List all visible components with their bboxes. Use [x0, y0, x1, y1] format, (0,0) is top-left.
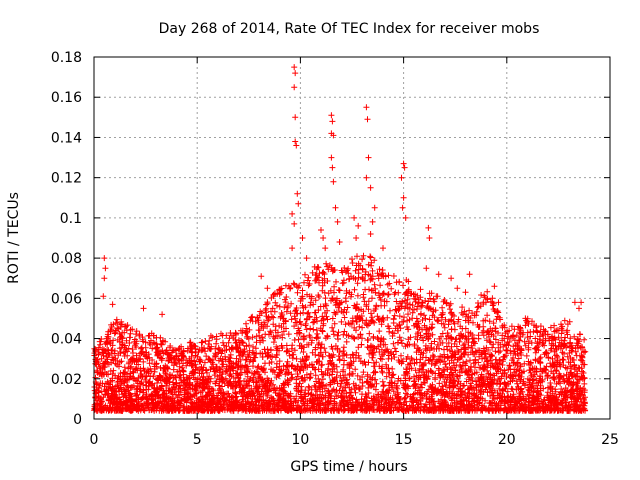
x-tick-label: 25: [601, 432, 619, 448]
x-tick-label: 20: [498, 432, 516, 448]
x-tick-label: 0: [90, 432, 99, 448]
y-tick-label: 0.18: [51, 50, 82, 66]
y-tick-label: 0.08: [51, 251, 82, 267]
grid-layer: [94, 57, 610, 419]
x-axis-label: GPS time / hours: [290, 459, 407, 475]
y-tick-label: 0.1: [60, 211, 82, 227]
y-axis-label: ROTI / TECUs: [6, 192, 22, 284]
y-tick-label: 0.06: [51, 291, 82, 307]
x-tick-label: 15: [395, 432, 413, 448]
y-tick-label: 0.12: [51, 171, 82, 187]
x-tick-label: 5: [193, 432, 202, 448]
y-tick-label: 0.04: [51, 332, 82, 348]
chart-title: Day 268 of 2014, Rate Of TEC Index for r…: [159, 21, 540, 37]
y-tick-label: 0.02: [51, 372, 82, 388]
axis-ticks: [93, 56, 611, 420]
y-tick-label: 0.14: [51, 130, 82, 146]
roti-points: [91, 64, 589, 414]
y-tick-label: 0: [73, 412, 82, 428]
plot-frame: [93, 56, 611, 420]
y-tick-label: 0.16: [51, 90, 82, 106]
data-points: [91, 64, 589, 414]
x-tick-label: 10: [291, 432, 309, 448]
tick-labels: 0 0.02 0.04 0.06 0.08 0.1 0.12 0.14 0.16 0.18 0 5 10…: [51, 50, 619, 448]
